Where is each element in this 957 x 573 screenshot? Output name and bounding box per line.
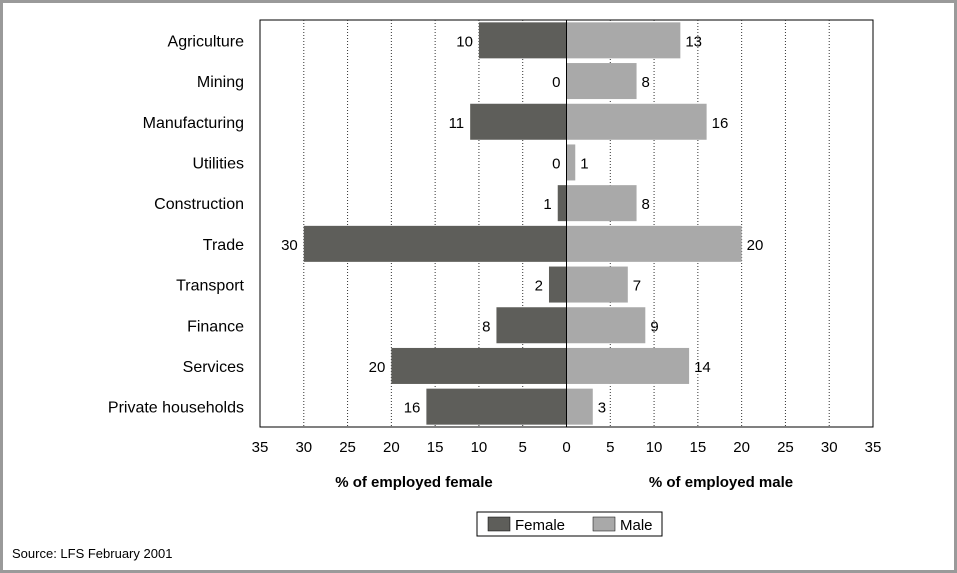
x-tick-label: 0 (562, 439, 570, 456)
bar-male-finance (566, 307, 646, 344)
category-labels: Agriculture Mining Manufacturing Utilities C… (108, 33, 245, 416)
value-label-female-manufacturing: 11 (449, 115, 465, 132)
legend-swatch-male (592, 516, 616, 532)
x-tick-label: 20 (733, 439, 750, 456)
value-label-male-manufacturing: 16 (712, 115, 729, 132)
legend-label-female: Female (515, 517, 565, 534)
x-tick-label: 15 (690, 439, 707, 456)
bar-female-transport (548, 266, 567, 303)
value-label-female-trade: 30 (281, 237, 298, 254)
value-label-female-utilities: 0 (552, 155, 560, 172)
legend-label-male: Male (620, 517, 653, 534)
x-tick-label: 25 (339, 439, 356, 456)
value-label-female-transport: 2 (535, 278, 543, 295)
value-label-female-agriculture: 10 (456, 33, 473, 50)
bar-male-trade (566, 225, 742, 262)
legend: Female Male (476, 511, 663, 537)
value-label-female-private-households: 16 (404, 400, 421, 417)
bar-male-services (566, 347, 690, 384)
value-label-male-transport: 7 (633, 278, 641, 295)
value-label-male-utilities: 1 (580, 155, 588, 172)
value-label-female-mining: 0 (552, 74, 560, 91)
bar-female-finance (496, 307, 567, 344)
value-label-female-finance: 8 (482, 318, 490, 335)
x-tick-label: 30 (821, 439, 838, 456)
x-tick-label: 35 (865, 439, 882, 456)
category-label-finance: Finance (187, 318, 244, 335)
bar-female-manufacturing (470, 103, 567, 140)
legend-swatch-female (487, 516, 511, 532)
bar-male-construction (566, 185, 637, 222)
source-note: Source: LFS February 2001 (12, 546, 173, 561)
x-tick-label: 15 (427, 439, 444, 456)
x-tick-label: 20 (383, 439, 400, 456)
value-label-male-trade: 20 (747, 237, 764, 254)
category-label-utilities: Utilities (192, 155, 244, 172)
x-tick-label: 10 (471, 439, 488, 456)
value-label-male-agriculture: 13 (685, 33, 702, 50)
category-label-transport: Transport (176, 278, 244, 295)
category-label-services: Services (183, 359, 244, 376)
bar-male-manufacturing (566, 103, 707, 140)
category-label-construction: Construction (154, 196, 244, 213)
bar-female-construction (557, 185, 567, 222)
category-label-agriculture: Agriculture (168, 33, 245, 50)
bar-female-agriculture (478, 22, 567, 59)
bars (303, 22, 742, 425)
value-label-male-private-households: 3 (598, 400, 606, 417)
category-label-mining: Mining (197, 74, 244, 91)
x-tick-labels: 35 30 25 20 15 10 5 0 5 10 15 20 25 30 35 (252, 439, 882, 456)
value-label-male-services: 14 (694, 359, 711, 376)
value-label-male-finance: 9 (650, 318, 658, 335)
x-axis-title-male: % of employed male (649, 474, 793, 491)
bar-female-private-households (426, 388, 567, 425)
value-label-male-construction: 8 (642, 196, 650, 213)
value-label-female-services: 20 (369, 359, 386, 376)
bar-male-transport (566, 266, 628, 303)
x-tick-label: 5 (519, 439, 527, 456)
legend-box (476, 511, 663, 537)
category-label-manufacturing: Manufacturing (143, 115, 244, 132)
bar-female-trade (303, 225, 567, 262)
category-label-trade: Trade (203, 237, 244, 254)
x-tick-label: 10 (646, 439, 663, 456)
x-tick-label: 5 (606, 439, 614, 456)
x-tick-label: 30 (295, 439, 312, 456)
bar-male-mining (566, 63, 637, 100)
value-label-male-mining: 8 (642, 74, 650, 91)
bar-male-utilities (566, 144, 576, 181)
bar-female-services (391, 347, 567, 384)
category-label-private-households: Private households (108, 400, 244, 417)
x-axis-title-female: % of employed female (335, 474, 493, 491)
x-tick-label: 35 (252, 439, 269, 456)
x-tick-label: 25 (777, 439, 794, 456)
value-label-female-construction: 1 (543, 196, 551, 213)
bar-male-agriculture (566, 22, 681, 59)
bar-male-private-households (566, 388, 593, 425)
